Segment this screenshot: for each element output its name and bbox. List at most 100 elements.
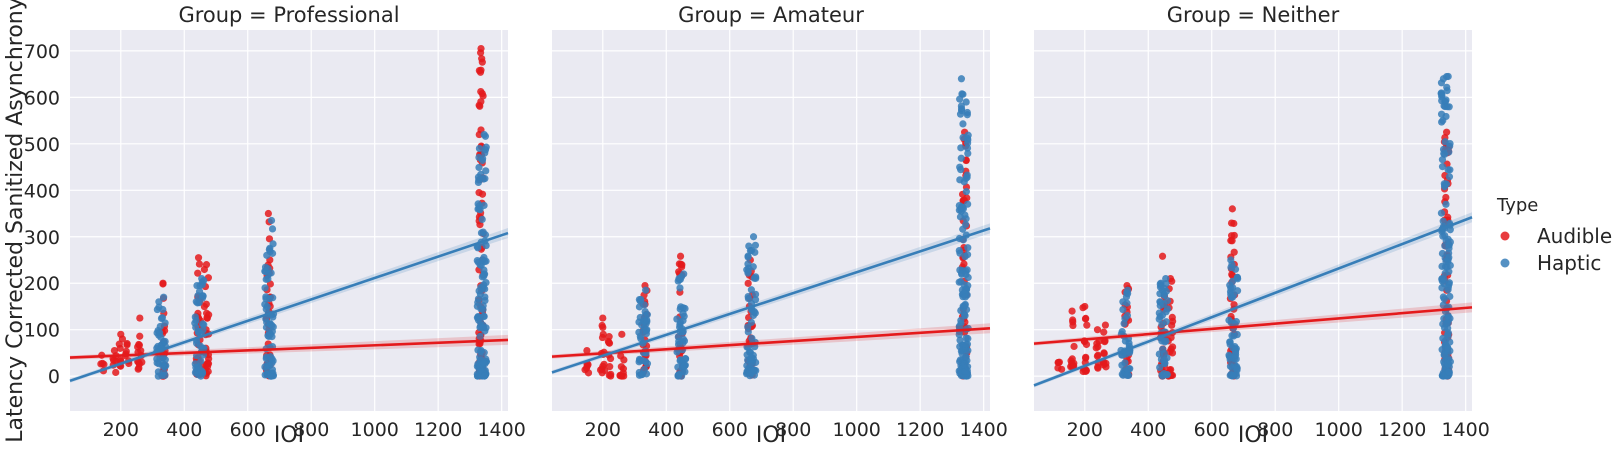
data-point [957, 75, 966, 83]
data-point [268, 333, 276, 341]
regression-line-haptic [551, 227, 991, 374]
data-point [198, 369, 207, 378]
data-point [747, 318, 755, 327]
data-point [749, 263, 757, 271]
data-point [1069, 316, 1077, 324]
data-point [1101, 321, 1110, 329]
legend: Type Audible Haptic [1496, 195, 1612, 275]
data-point [1161, 359, 1169, 368]
data-point [198, 274, 206, 283]
data-point [620, 356, 628, 364]
data-point [744, 328, 752, 336]
data-point [679, 339, 687, 347]
data-point [159, 305, 167, 314]
data-point [1102, 359, 1110, 367]
data-point [605, 339, 614, 347]
data-point [1446, 238, 1454, 246]
data-point [1227, 219, 1236, 227]
data-point [1166, 348, 1174, 356]
data-point [1233, 273, 1241, 281]
data-point [681, 368, 689, 376]
data-point [1439, 217, 1447, 225]
data-point [160, 293, 168, 301]
x-axis-label: IOI [1238, 423, 1268, 448]
x-tick-label: 1400 [1441, 419, 1489, 441]
data-point [112, 368, 120, 377]
data-point [744, 292, 752, 301]
data-point [1442, 96, 1450, 104]
data-point [1439, 293, 1447, 301]
data-point [159, 362, 167, 370]
data-point [641, 311, 649, 319]
data-point [1082, 354, 1090, 362]
data-point [957, 102, 965, 110]
data-point [1444, 332, 1452, 340]
data-point [636, 332, 644, 340]
x-tick-label: 600 [1194, 419, 1230, 441]
data-point [480, 372, 489, 380]
data-point [1227, 284, 1235, 292]
data-point [957, 144, 965, 152]
data-point [264, 209, 272, 218]
data-point [962, 334, 970, 342]
data-point [964, 273, 972, 282]
data-point [267, 269, 275, 277]
data-point [480, 358, 488, 366]
data-point [596, 366, 605, 374]
data-point [1162, 287, 1170, 295]
data-point [956, 249, 964, 257]
data-point [1118, 328, 1126, 336]
panel-3: 200 400 600 800 1000 1200 1400 Group = Neither I… [1033, 3, 1490, 448]
data-point [1443, 87, 1451, 95]
data-point [958, 90, 966, 98]
data-point [642, 329, 650, 338]
data-point [1232, 372, 1241, 380]
data-point [98, 359, 107, 367]
data-point [1231, 265, 1240, 273]
data-point [960, 260, 968, 268]
data-point [1121, 337, 1130, 345]
x-axis-label: IOI [756, 423, 786, 448]
data-point [481, 231, 490, 239]
data-point [194, 269, 202, 277]
data-point [1069, 321, 1077, 330]
legend-title: Type [1496, 195, 1538, 216]
data-point [963, 111, 971, 119]
data-point [269, 313, 277, 321]
data-point [1081, 315, 1090, 323]
data-point [1442, 200, 1450, 208]
panel-title: Group = Neither [1167, 3, 1340, 27]
data-point [159, 353, 167, 362]
data-point [159, 279, 167, 287]
data-point [679, 310, 687, 318]
data-point [479, 92, 487, 100]
x-tick-label: 1400 [959, 419, 1007, 441]
data-point [744, 279, 752, 287]
data-point [204, 367, 212, 376]
data-point [606, 363, 614, 371]
y-tick-label: 300 [24, 227, 60, 249]
data-point [1162, 274, 1170, 283]
data-point [752, 273, 760, 281]
data-point [1446, 139, 1454, 148]
data-point [268, 366, 276, 374]
data-point [637, 295, 645, 304]
data-point [1226, 338, 1234, 346]
data-point [1162, 318, 1170, 326]
data-point [1122, 293, 1131, 301]
data-point [1233, 287, 1242, 295]
data-point [155, 298, 163, 306]
data-point [1437, 209, 1446, 217]
data-point [477, 44, 485, 53]
data-point [199, 292, 207, 300]
data-point [478, 156, 487, 165]
data-point [963, 363, 972, 371]
data-point [1124, 286, 1132, 294]
data-point [1228, 232, 1236, 240]
data-point [751, 296, 760, 304]
data-point [476, 68, 485, 76]
data-point [617, 363, 625, 371]
regression-line-audible [69, 338, 509, 359]
data-point [1079, 367, 1087, 376]
data-point [1228, 205, 1236, 213]
